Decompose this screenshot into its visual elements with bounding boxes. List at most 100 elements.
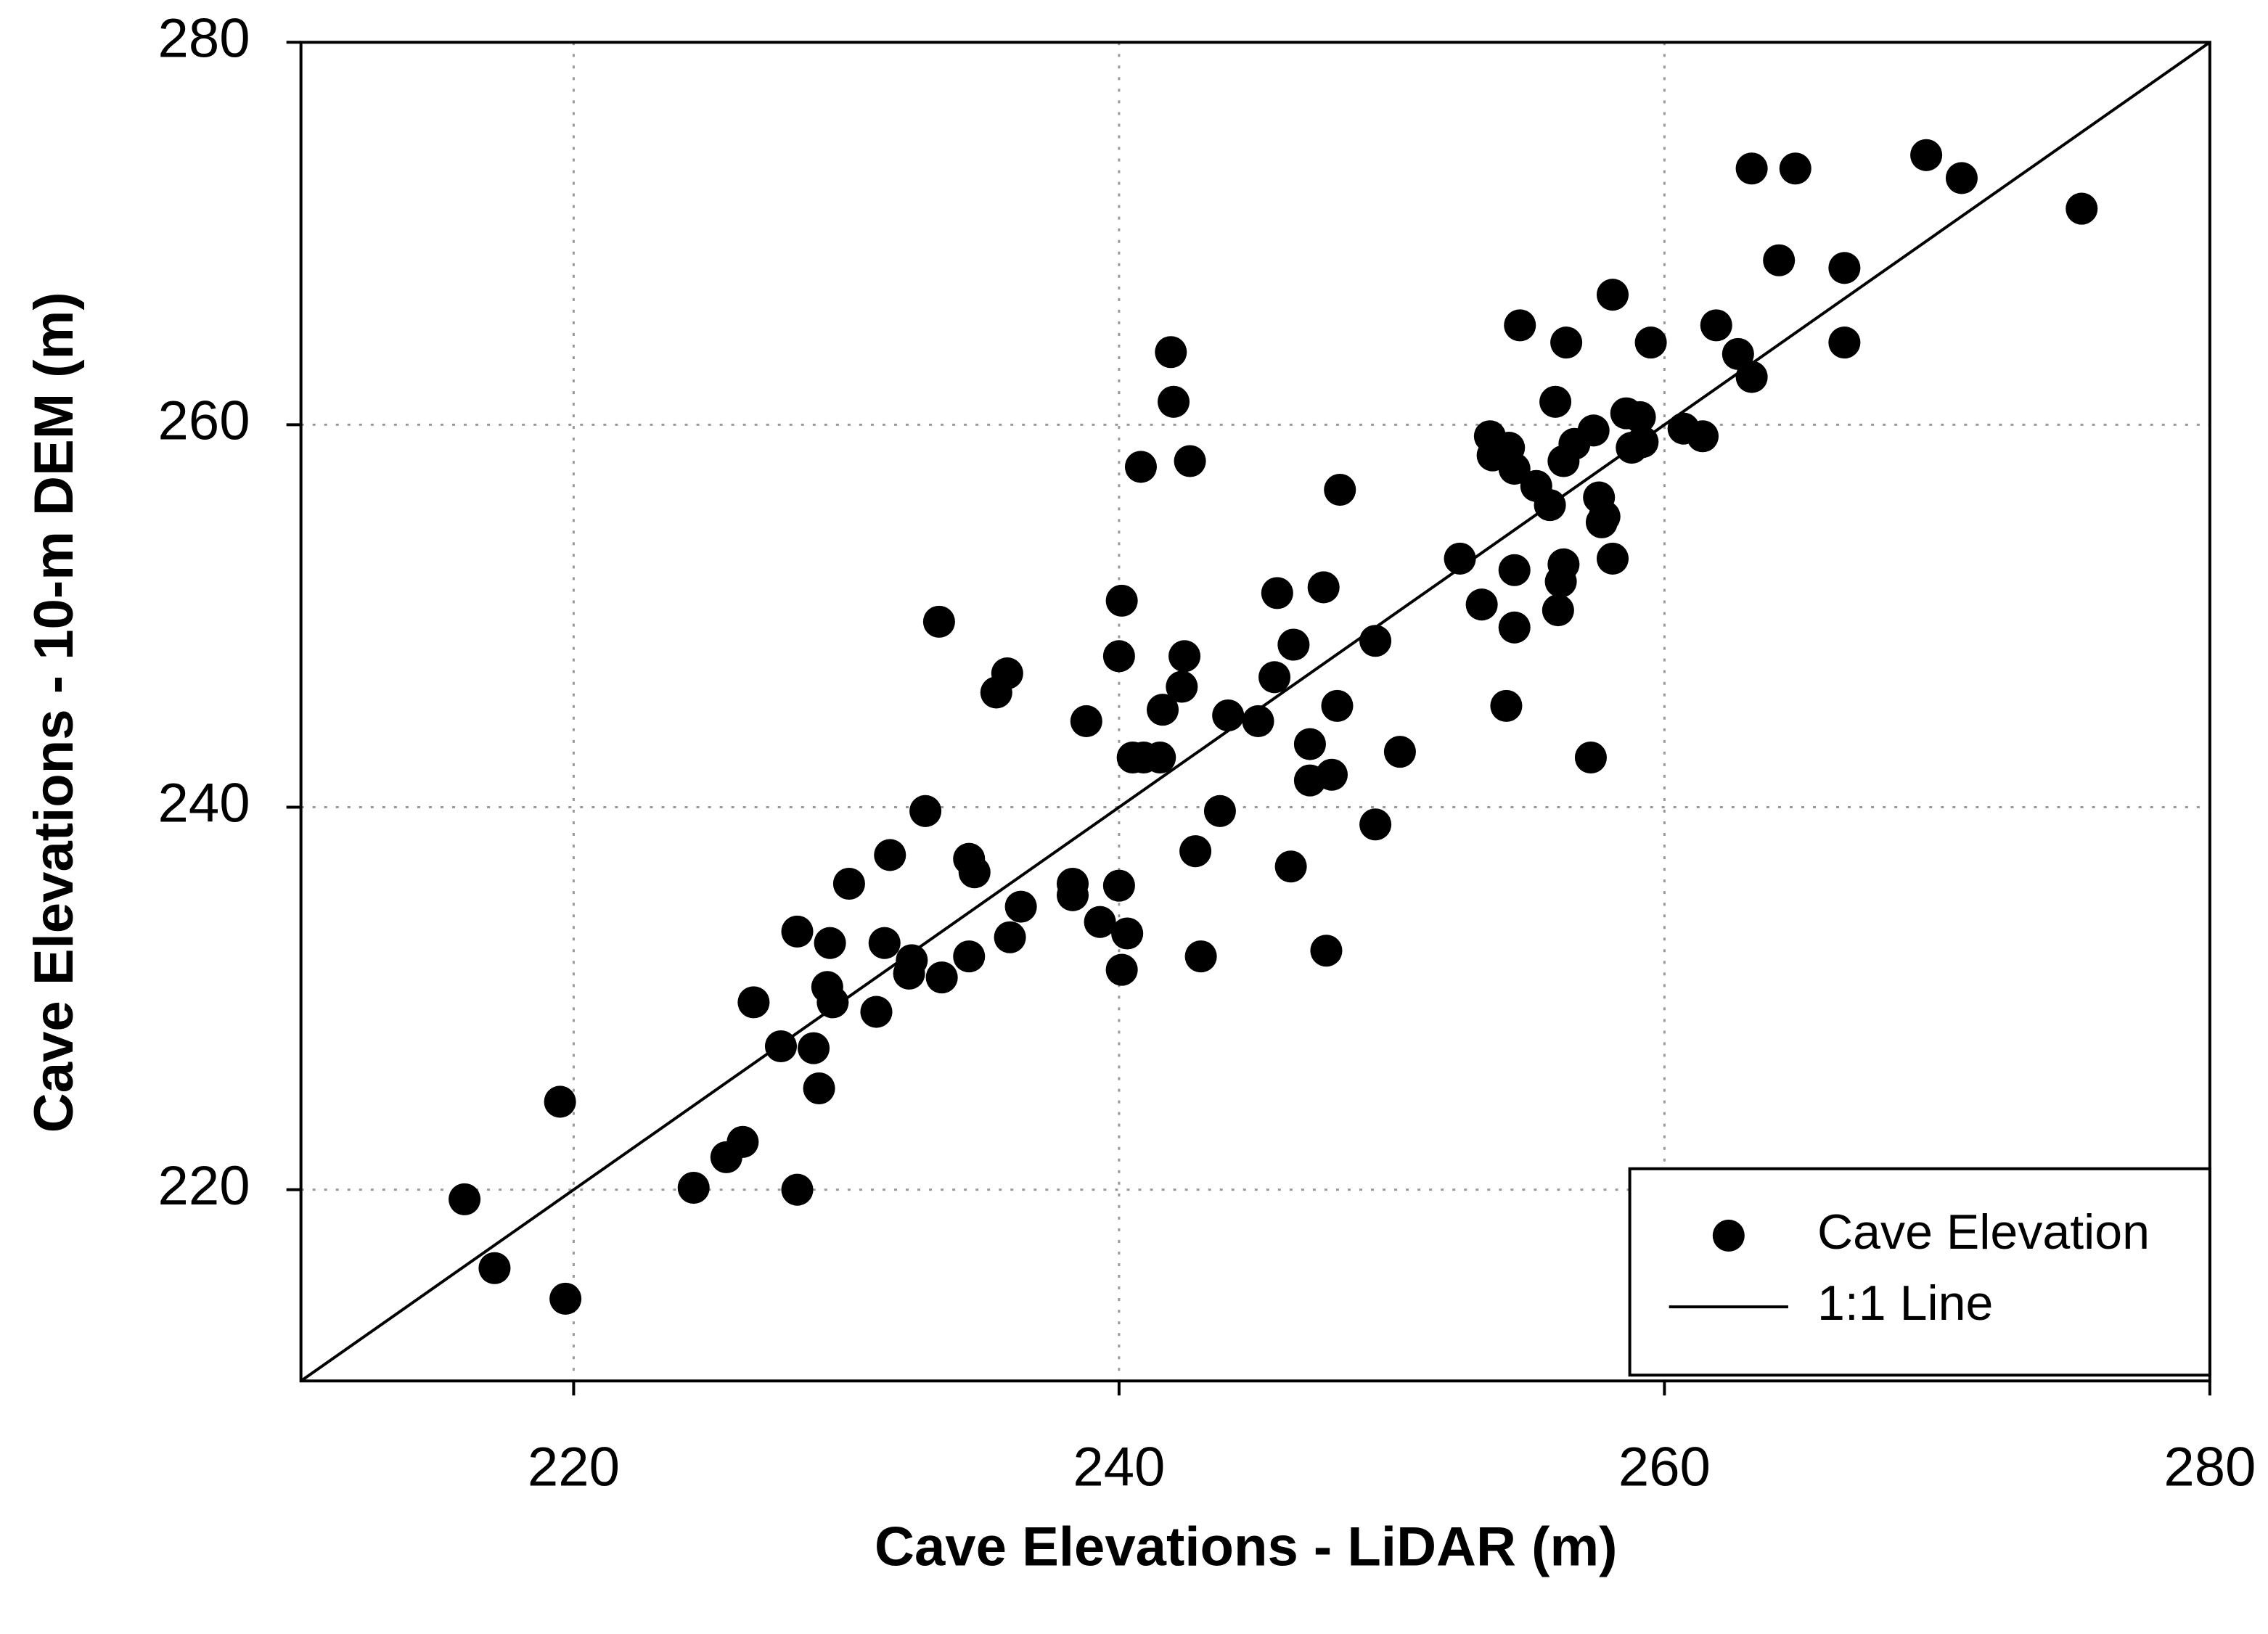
point (1174, 445, 1206, 477)
y-tick-label: 240 (158, 773, 250, 834)
point (1277, 628, 1310, 661)
point (798, 1032, 830, 1064)
point (1763, 244, 1796, 276)
point (1102, 869, 1135, 902)
x-tick-label: 220 (528, 1437, 620, 1498)
point (1542, 594, 1574, 627)
point (677, 1172, 710, 1204)
x-axis-title: Cave Elevations - LiDAR (m) (875, 1516, 1617, 1578)
point (478, 1252, 511, 1284)
point (814, 927, 846, 959)
point (2066, 192, 2098, 225)
point (1179, 835, 1212, 868)
point (1910, 139, 1943, 171)
point (1577, 414, 1610, 447)
point (1056, 879, 1089, 911)
point (1111, 917, 1144, 950)
point (1203, 795, 1236, 827)
legend-box (1628, 1167, 2211, 1377)
point (925, 961, 958, 994)
x-tick-label: 240 (1073, 1437, 1165, 1498)
point (1258, 661, 1291, 694)
point (1359, 808, 1392, 841)
point (1574, 741, 1607, 774)
point (1498, 453, 1531, 485)
point (1293, 728, 1326, 760)
point (1084, 906, 1116, 938)
point (1465, 588, 1498, 621)
point (1550, 327, 1583, 359)
point (922, 605, 955, 638)
point (1146, 694, 1179, 726)
point (1498, 611, 1531, 644)
y-tick-label: 260 (158, 390, 250, 452)
point (994, 921, 1026, 953)
point (832, 867, 865, 900)
line (300, 41, 2211, 1382)
point (1105, 584, 1138, 617)
point (1634, 327, 1667, 359)
point (1004, 890, 1037, 923)
point (549, 1282, 582, 1315)
point (1828, 252, 1861, 284)
point (1184, 940, 1217, 973)
point (1102, 640, 1135, 673)
point (896, 944, 928, 977)
point (803, 1072, 835, 1105)
y-axis-title: Cave Elevations - 10-m DEM (m) (23, 292, 85, 1133)
point (1261, 577, 1293, 609)
point (544, 1085, 576, 1118)
point (1779, 152, 1811, 185)
point (1158, 385, 1190, 418)
point (816, 986, 849, 1019)
point (737, 986, 770, 1019)
point (909, 795, 942, 827)
point (1735, 361, 1768, 393)
point (1144, 741, 1176, 774)
legend-marker (1712, 1219, 1745, 1252)
point (1070, 705, 1102, 737)
point (1321, 689, 1354, 722)
point (449, 1183, 481, 1215)
legend-label: Cave Elevation (1817, 1204, 2150, 1260)
point (868, 927, 901, 959)
point (1310, 935, 1343, 967)
point (1212, 699, 1245, 732)
point (1324, 473, 1356, 506)
point (781, 1173, 814, 1206)
point (1307, 571, 1340, 604)
point (1624, 401, 1656, 433)
point (1828, 327, 1861, 359)
point (1504, 309, 1536, 342)
point (1547, 548, 1580, 580)
point (1700, 309, 1732, 342)
point (991, 657, 1023, 690)
point (726, 1125, 759, 1158)
point (1596, 279, 1629, 311)
point (1498, 554, 1531, 586)
y-tick-label: 220 (158, 1155, 250, 1217)
point (1945, 162, 1978, 194)
x-tick-label: 280 (2163, 1437, 2256, 1498)
point (1490, 689, 1523, 722)
point (1596, 542, 1629, 575)
point (1274, 850, 1307, 883)
point (1168, 640, 1201, 673)
point (1686, 420, 1719, 453)
y-tick-label: 280 (158, 7, 250, 69)
point (953, 940, 986, 973)
legend-label: 1:1 Line (1817, 1276, 1993, 1331)
point (1166, 670, 1198, 703)
point (1155, 336, 1187, 369)
x-tick-label: 260 (1618, 1437, 1711, 1498)
point (1105, 953, 1138, 986)
point (1359, 625, 1392, 657)
point (1242, 705, 1274, 737)
point (1735, 152, 1768, 185)
point (958, 856, 991, 889)
point (874, 839, 906, 871)
point (1444, 542, 1476, 575)
point (1383, 736, 1416, 768)
point (781, 915, 814, 948)
